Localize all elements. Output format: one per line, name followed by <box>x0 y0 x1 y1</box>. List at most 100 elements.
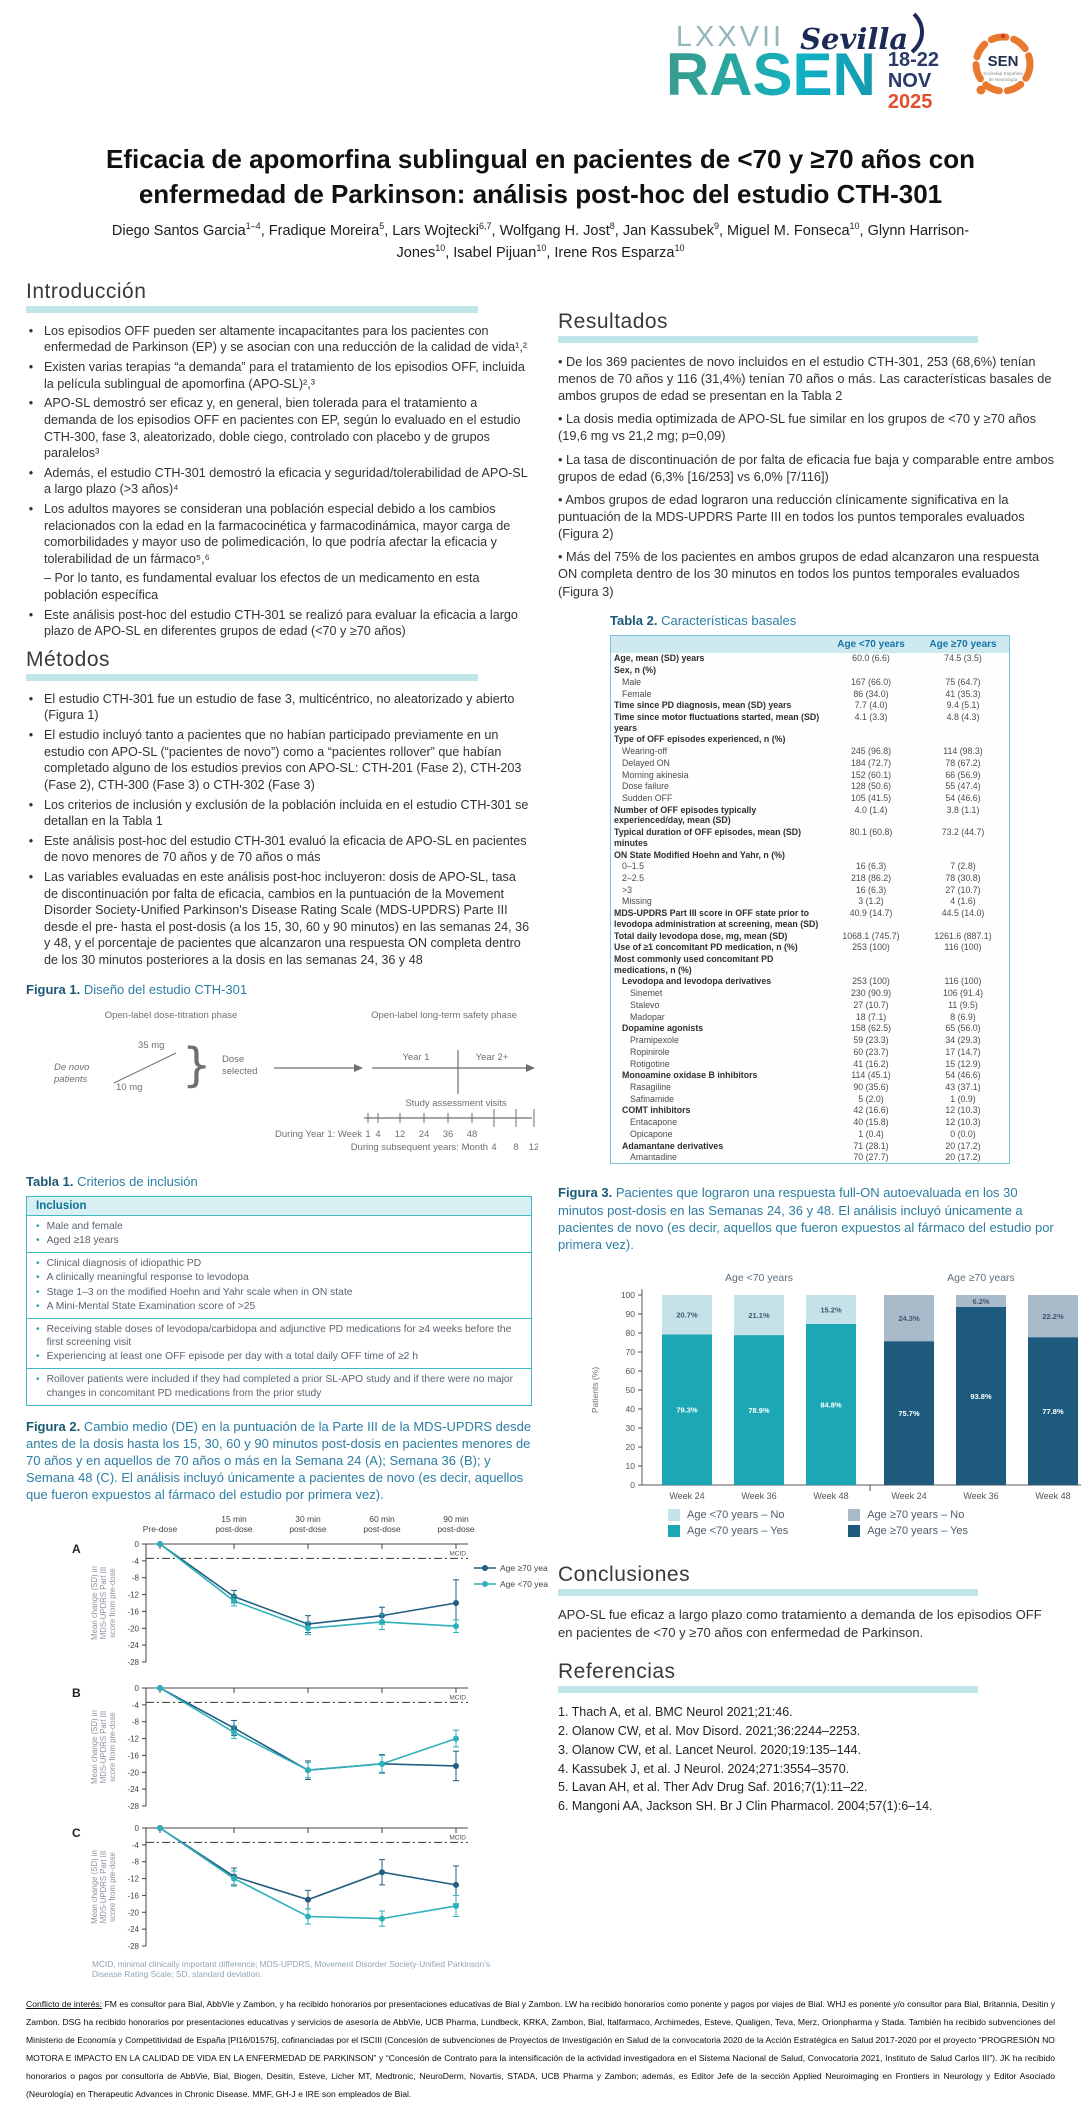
table-row: Male 167 (66.0) 75 (64.7) <box>622 676 981 687</box>
legend-item: Age ≥70 years – Yes <box>848 1525 968 1538</box>
svg-text:Study assessment visits: Study assessment visits <box>405 1098 507 1109</box>
svg-text:80: 80 <box>626 1328 636 1338</box>
svg-text:-8: -8 <box>132 1717 140 1726</box>
section-heading-introduccion: Introducción <box>26 279 147 303</box>
section-heading-resultados: Resultados <box>558 309 669 333</box>
svg-text:15.2%: 15.2% <box>820 1306 842 1315</box>
svg-text:90: 90 <box>626 1309 636 1319</box>
svg-text:48: 48 <box>467 1129 478 1140</box>
legend-column: Age ≥70 years – No Age ≥70 years – Yes <box>848 1509 968 1538</box>
svg-text:60: 60 <box>626 1366 636 1376</box>
tabla1-item: • Clinical diagnosis of idiopathic PD <box>36 1258 202 1270</box>
svg-text:B: B <box>72 1686 81 1700</box>
sub-bullet: – Por lo tanto, es fundamental evaluar l… <box>44 571 480 603</box>
svg-text:Year 1: Year 1 <box>402 1052 429 1063</box>
bullet-item: • Los criterios de inclusión y exclusión … <box>28 797 529 829</box>
table-row: Amantadine 70 (27.7) 20 (17.2) <box>630 1152 981 1163</box>
table-row: Female 86 (34.0) 41 (35.3) <box>622 688 981 699</box>
tabla1-item: • A Mini-Mental State Examination score o… <box>36 1300 256 1312</box>
svg-text:Patients (%): Patients (%) <box>590 1367 600 1413</box>
svg-text:Week 24: Week 24 <box>669 1491 704 1501</box>
masthead: LXXVII Sevilla RASEN 18-22 NOV 2025 SEN … <box>26 10 1055 126</box>
svg-text:12: 12 <box>529 1142 538 1153</box>
svg-text:Sociedad Española: Sociedad Española <box>983 71 1023 76</box>
table-row: Madopar 18 (7.1) 8 (6.9) <box>630 1011 976 1022</box>
table-row: Missing 3 (1.2) 4 (1.6) <box>622 896 976 907</box>
table-row: Most commonly used concomitant PD medica… <box>614 954 774 975</box>
svg-text:-24: -24 <box>127 1785 139 1794</box>
table-row: 2–2.5 218 (86.2) 78 (30.8) <box>622 873 981 884</box>
svg-text:6.2%: 6.2% <box>972 1297 989 1306</box>
svg-text:84.8%: 84.8% <box>820 1401 842 1410</box>
svg-text:20.7%: 20.7% <box>676 1311 698 1320</box>
figura3-caption: Figura 3. Pacientes que lograron una res… <box>558 1185 1054 1252</box>
reference-item: 4. Kassubek J, et al. J Neurol. 2024;271… <box>558 1761 850 1776</box>
svg-text:24.3%: 24.3% <box>898 1314 920 1323</box>
table-row: Time since PD diagnosis, mean (SD) years… <box>614 700 980 711</box>
legend-item: Age <70 years – Yes <box>668 1525 788 1538</box>
tabla1-inclusion-criteria: Inclusion • Male and female • Aged ≥18 years… <box>26 1195 532 1406</box>
result-bullet: • La tasa de discontinuación de por falt… <box>558 451 1055 484</box>
tabla2-baseline-characteristics: Age <70 years Age ≥70 years Age, mean (SD)… <box>610 634 1010 1165</box>
tabla1-item: • Rollover patients were included if they… <box>36 1374 514 1399</box>
table-row: Age, mean (SD) years 60.0 (6.6) 74.5 (3.5) <box>614 653 982 664</box>
svg-text:MCID: MCID <box>449 1694 466 1701</box>
table-row: Entacapone 40 (15.8) 12 (10.3) <box>630 1117 981 1128</box>
congress-logo: LXXVII Sevilla RASEN 18-22 NOV 2025 <box>666 10 939 113</box>
svg-text:post-dose: post-dose <box>363 1524 401 1534</box>
svg-text:90 min: 90 min <box>443 1514 469 1524</box>
svg-text:Age ≥70 years: Age ≥70 years <box>500 1563 548 1573</box>
table-row: Sex, n (%) <box>614 665 657 676</box>
svg-text:patients: patients <box>53 1074 88 1085</box>
svg-text:22.2%: 22.2% <box>1042 1312 1064 1321</box>
table-row: Stalevo 27 (10.7) 11 (9.5) <box>630 999 978 1010</box>
legend-item: Age <70 years – No <box>668 1509 788 1522</box>
section-heading-referencias: Referencias <box>558 1660 676 1684</box>
reference-item: 3. Olanow CW, et al. Lancet Neurol. 2020… <box>558 1742 861 1757</box>
sen-logo: SEN Sociedad Española de Neurología <box>965 28 1041 109</box>
tabla1-item: • Male and female <box>36 1220 123 1232</box>
figura1-caption: Figura 1. Diseño del estudio CTH-301 <box>26 981 248 997</box>
legend-swatch <box>668 1525 680 1538</box>
svg-text:15 min: 15 min <box>221 1514 247 1524</box>
table-row: Rotigotine 41 (16.2) 15 (12.9) <box>630 1058 981 1069</box>
section-rule <box>26 305 478 313</box>
svg-text:20: 20 <box>626 1442 636 1452</box>
left-column: Introducción • Los episodios OFF pueden s… <box>26 272 548 1980</box>
content-columns: Introducción • Los episodios OFF pueden s… <box>26 272 1081 1980</box>
result-bullet: • De los 369 pacientes de novo incluidos… <box>558 353 1052 404</box>
svg-text:Year 2+: Year 2+ <box>476 1052 509 1063</box>
bullet-item: • Este análisis post-hoc del estudio CTH-… <box>28 607 518 639</box>
svg-text:0: 0 <box>135 1684 140 1693</box>
tabla1-group: • Male and female • Aged ≥18 years <box>27 1214 531 1252</box>
table-row: Morning akinesia 152 (60.1) 66 (56.9) <box>622 769 981 780</box>
result-bullet: • Ambos grupos de edad lograron una redu… <box>558 491 1025 542</box>
introduccion-bullets: • Los episodios OFF pueden ser altamente … <box>26 323 532 640</box>
page-title: Eficacia de apomorfina sublingual en pac… <box>106 144 975 210</box>
svg-text:0: 0 <box>630 1480 635 1490</box>
table-row: Dose failure 128 (50.6) 55 (47.4) <box>622 781 981 792</box>
table-row: Typical duration of OFF episodes, mean (… <box>614 827 985 848</box>
svg-text:A: A <box>72 1542 81 1556</box>
svg-text:40: 40 <box>626 1404 636 1414</box>
tabla2-caption: Tabla 2. Características basales <box>610 612 797 628</box>
svg-text:77.8%: 77.8% <box>1042 1407 1064 1416</box>
congress-days: 18-22 <box>887 49 939 71</box>
table-row: Opicapone 1 (0.4) 0 (0.0) <box>630 1128 976 1139</box>
svg-text:-16: -16 <box>127 1607 139 1616</box>
tabla1-item: • A clinically meaningful response to lev… <box>36 1272 249 1284</box>
table-row: >3 16 (6.3) 27 (10.7) <box>622 884 981 895</box>
svg-text:-28: -28 <box>127 1942 139 1951</box>
svg-text:60 min: 60 min <box>369 1514 395 1524</box>
table-row: Levodopa and levodopa derivatives 253 (10… <box>622 976 982 987</box>
table-row: MDS-UPDRS Part III score in OFF state pr… <box>614 908 985 929</box>
congress-edition: LXXVII <box>675 21 785 53</box>
legend-item: Age ≥70 years – No <box>848 1509 968 1522</box>
figura2-panel-B: B 0 -4 -8 -12 -16 -20 -24 -28 Mean change (SD) in… <box>72 1684 468 1811</box>
table-row: COMT inhibitors 42 (16.6) 12 (10.3) <box>622 1105 981 1116</box>
svg-text:Age ≥70 years: Age ≥70 years <box>947 1272 1015 1284</box>
right-column: Resultados • De los 369 pacientes de nov… <box>548 272 1081 1816</box>
table-row: Delayed ON 184 (72.7) 78 (67.2) <box>622 757 981 768</box>
bullet-item: • El estudio incluyó tanto a pacientes qu… <box>28 728 522 792</box>
table-row: Number of OFF episodes typically experie… <box>614 804 980 826</box>
